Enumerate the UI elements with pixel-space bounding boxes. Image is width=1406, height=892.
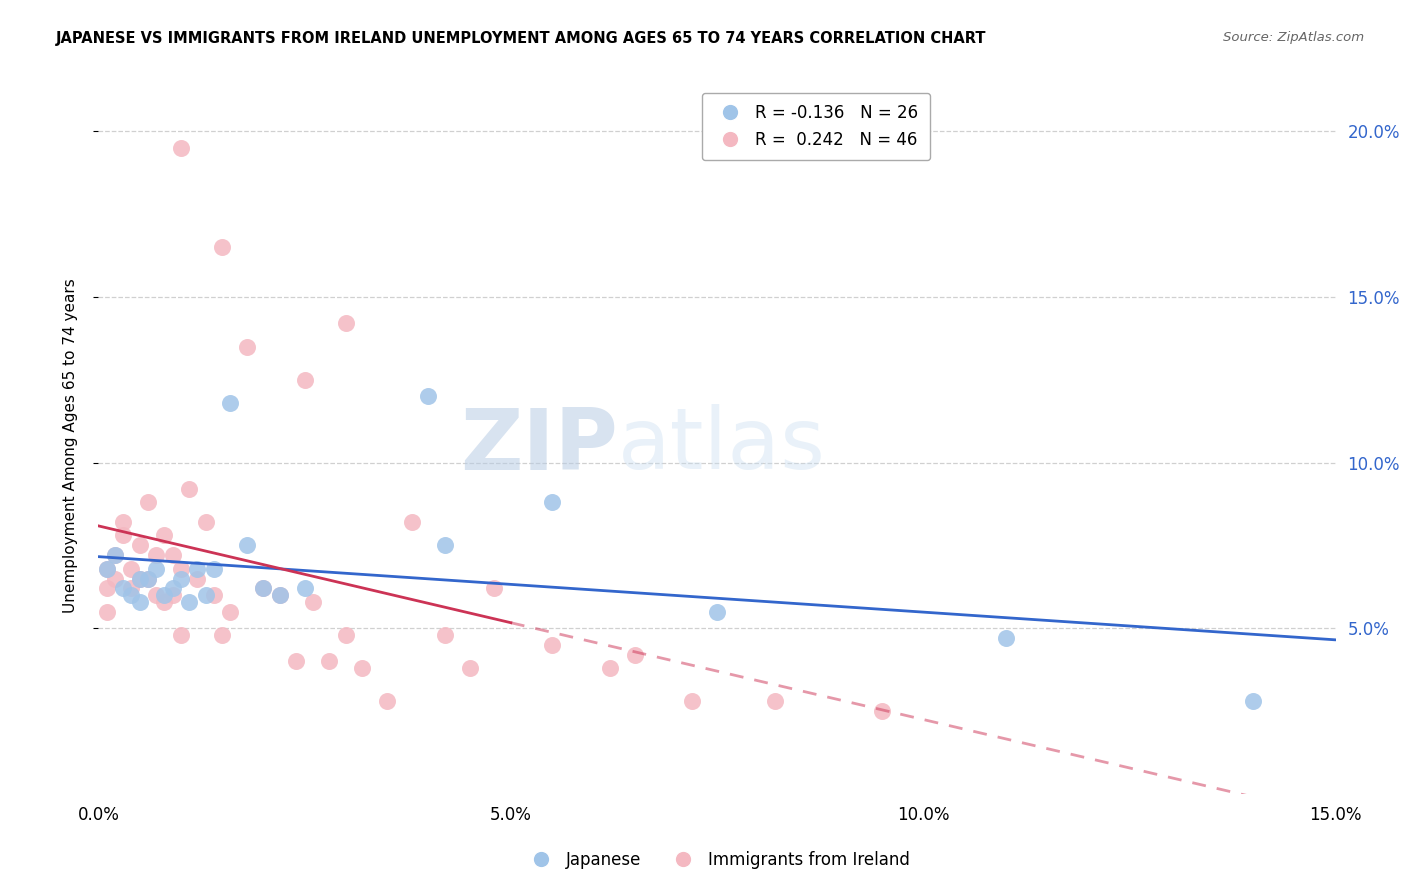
- Point: [870, 704, 893, 718]
- Point: [128, 572, 150, 586]
- Text: atlas: atlas: [619, 404, 827, 488]
- Point: [145, 561, 167, 575]
- Point: [599, 661, 621, 675]
- Point: [128, 572, 150, 586]
- Point: [252, 582, 274, 596]
- Point: [318, 654, 340, 668]
- Point: [145, 549, 167, 563]
- Point: [236, 538, 259, 552]
- Point: [375, 694, 398, 708]
- Text: JAPANESE VS IMMIGRANTS FROM IRELAND UNEMPLOYMENT AMONG AGES 65 TO 74 YEARS CORRE: JAPANESE VS IMMIGRANTS FROM IRELAND UNEM…: [56, 31, 987, 46]
- Point: [623, 648, 645, 662]
- Point: [294, 373, 316, 387]
- Legend: Japanese, Immigrants from Ireland: Japanese, Immigrants from Ireland: [517, 845, 917, 876]
- Point: [211, 628, 233, 642]
- Point: [186, 572, 208, 586]
- Point: [219, 605, 242, 619]
- Point: [170, 572, 193, 586]
- Point: [162, 582, 184, 596]
- Point: [302, 595, 325, 609]
- Point: [484, 582, 506, 596]
- Point: [136, 572, 159, 586]
- Point: [153, 528, 176, 542]
- Point: [104, 549, 127, 563]
- Point: [994, 631, 1017, 645]
- Point: [219, 396, 242, 410]
- Point: [763, 694, 786, 708]
- Point: [136, 495, 159, 509]
- Text: ZIP: ZIP: [460, 404, 619, 488]
- Point: [145, 588, 167, 602]
- Point: [170, 628, 193, 642]
- Point: [153, 595, 176, 609]
- Point: [433, 538, 456, 552]
- Point: [211, 240, 233, 254]
- Point: [194, 588, 217, 602]
- Point: [541, 495, 564, 509]
- Point: [128, 538, 150, 552]
- Point: [112, 515, 135, 529]
- Point: [96, 561, 118, 575]
- Point: [153, 588, 176, 602]
- Point: [128, 595, 150, 609]
- Point: [335, 317, 357, 331]
- Point: [1241, 694, 1264, 708]
- Y-axis label: Unemployment Among Ages 65 to 74 years: Unemployment Among Ages 65 to 74 years: [63, 278, 77, 614]
- Point: [433, 628, 456, 642]
- Point: [458, 661, 481, 675]
- Point: [96, 561, 118, 575]
- Point: [681, 694, 703, 708]
- Point: [170, 141, 193, 155]
- Point: [96, 605, 118, 619]
- Point: [186, 561, 208, 575]
- Point: [706, 605, 728, 619]
- Point: [112, 528, 135, 542]
- Point: [194, 515, 217, 529]
- Point: [104, 549, 127, 563]
- Point: [162, 588, 184, 602]
- Point: [269, 588, 291, 602]
- Text: Source: ZipAtlas.com: Source: ZipAtlas.com: [1223, 31, 1364, 45]
- Point: [252, 582, 274, 596]
- Point: [294, 582, 316, 596]
- Point: [269, 588, 291, 602]
- Point: [104, 572, 127, 586]
- Point: [179, 595, 201, 609]
- Point: [418, 389, 440, 403]
- Point: [96, 582, 118, 596]
- Point: [120, 561, 142, 575]
- Point: [202, 561, 225, 575]
- Point: [136, 572, 159, 586]
- Point: [162, 549, 184, 563]
- Point: [335, 628, 357, 642]
- Point: [179, 482, 201, 496]
- Point: [236, 340, 259, 354]
- Point: [120, 582, 142, 596]
- Point: [170, 561, 193, 575]
- Point: [202, 588, 225, 602]
- Point: [285, 654, 308, 668]
- Point: [120, 588, 142, 602]
- Point: [401, 515, 423, 529]
- Point: [112, 582, 135, 596]
- Point: [541, 638, 564, 652]
- Point: [352, 661, 374, 675]
